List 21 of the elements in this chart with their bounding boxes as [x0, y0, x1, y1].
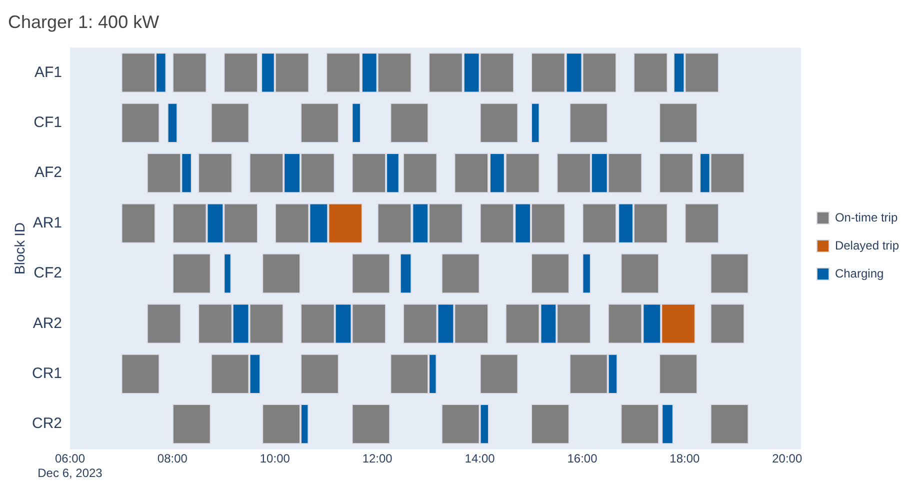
chart-title: Charger 1: 400 kW [8, 12, 160, 32]
y-axis-title: Block ID [11, 222, 28, 274]
y-tick-label: AF1 [34, 64, 62, 81]
y-tick-label: CF1 [34, 114, 62, 132]
y-tick-label: AR2 [32, 314, 62, 332]
legend-label: Charging [834, 266, 884, 280]
x-tick-label: 14:00 [464, 452, 496, 466]
x-tick-label: 18:00 [670, 452, 700, 466]
y-tick-label: CF2 [34, 264, 62, 282]
legend-label: Delayed trip [834, 238, 900, 252]
x-tick-label: 06:00 Dec 6, 2023 [38, 452, 103, 480]
x-tick-label: 10:00 [260, 452, 290, 466]
x-tick-label: 16:00 [567, 452, 598, 466]
x-tick-label: 08:00 [157, 452, 188, 466]
legend-label: On-time trip [834, 210, 898, 224]
y-tick-label: AF2 [34, 164, 62, 182]
y-tick-label: AR1 [32, 214, 62, 232]
x-tick-label: 12:00 [362, 452, 393, 466]
y-tick-label: CR2 [32, 415, 62, 432]
x-tick-label: 20:00 [772, 452, 802, 466]
y-tick-label: CR1 [32, 365, 62, 382]
